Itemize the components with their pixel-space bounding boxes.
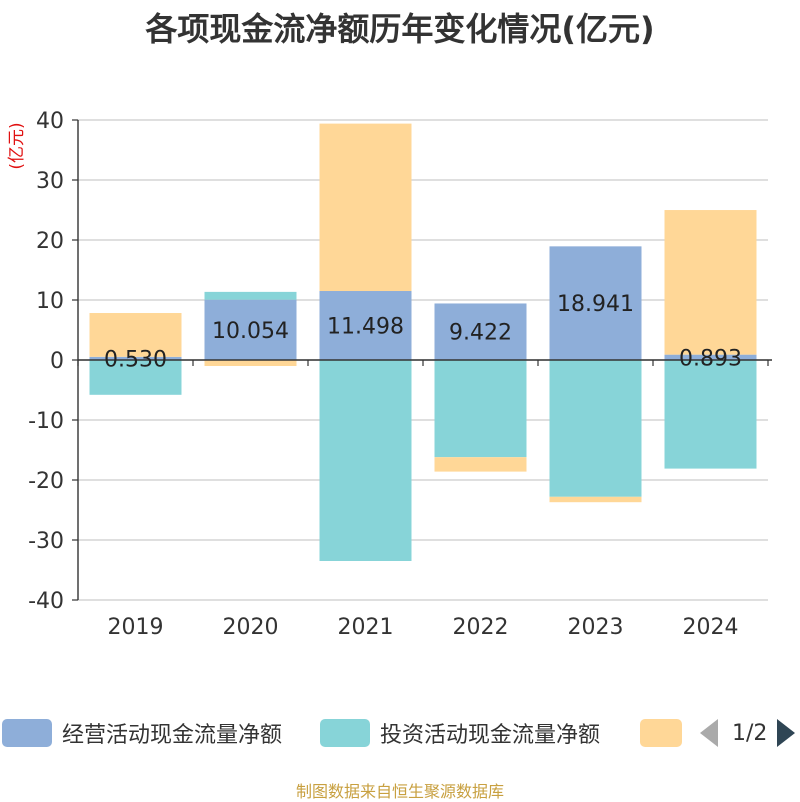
chart-title: 各项现金流净额历年变化情况(亿元) <box>145 10 655 48</box>
y-tick-label: 10 <box>36 289 64 314</box>
legend: 经营活动现金流量净额 投资活动现金流量净额 1/2 <box>0 712 800 756</box>
data-label: 0.893 <box>679 346 742 371</box>
y-tick-label: 40 <box>36 109 64 134</box>
bar-operating <box>204 299 297 360</box>
legend-swatch-investing <box>320 719 370 747</box>
bar-investing <box>89 360 182 395</box>
y-tick-label: -30 <box>28 529 64 554</box>
data-label: 0.530 <box>104 347 167 372</box>
x-tick-label: 2023 <box>568 615 624 640</box>
data-label: 11.498 <box>327 315 404 340</box>
legend-item-financing[interactable] <box>640 718 682 748</box>
bar-investing <box>319 360 412 561</box>
y-tick-label: 30 <box>36 169 64 194</box>
bar-operating <box>549 246 642 360</box>
x-tick-label: 2022 <box>453 615 509 640</box>
y-axis-label: (亿元) <box>7 122 27 169</box>
bar-layer <box>89 123 757 561</box>
data-label: 10.054 <box>212 319 289 344</box>
pager-prev-icon[interactable] <box>700 719 718 747</box>
bar-operating <box>434 303 527 360</box>
legend-swatch-financing <box>640 719 682 747</box>
source-note: 制图数据来自恒生聚源数据库 <box>295 782 504 801</box>
x-tick-label: 2020 <box>223 615 279 640</box>
grid-layer <box>78 119 768 601</box>
bar-financing <box>319 123 412 292</box>
axis-layer: 40 30 20 10 0 -10 -20 -30 -40 2019 2020 2021 2022 202… <box>28 109 772 640</box>
legend-label-investing: 投资活动现金流量净额 <box>380 723 601 748</box>
legend-item-operating[interactable]: 经营活动现金流量净额 <box>2 718 282 748</box>
legend-swatch-operating <box>2 719 52 747</box>
y-tick-label: -20 <box>28 469 64 494</box>
bar-investing <box>664 360 757 469</box>
label-layer: 0.530 10.054 11.498 9.422 18.941 0.893 <box>104 292 742 372</box>
bar-financing <box>204 360 297 366</box>
bar-operating <box>89 356 182 360</box>
bar-financing <box>89 313 182 357</box>
data-label: 18.941 <box>557 292 634 317</box>
data-label: 9.422 <box>449 321 512 346</box>
x-tick-label: 2021 <box>338 615 394 640</box>
bar-financing <box>664 210 757 355</box>
legend-label-operating: 经营活动现金流量净额 <box>62 723 283 748</box>
pager-text: 1/2 <box>732 720 768 746</box>
bar-investing <box>434 360 527 458</box>
bar-financing <box>549 496 642 503</box>
y-tick-label: -40 <box>28 589 64 614</box>
x-tick-label: 2024 <box>683 615 739 640</box>
legend-pager: 1/2 <box>700 716 796 750</box>
chart-svg: 40 30 20 10 0 -10 -20 -30 -40 2019 2020 2021 2022 202… <box>7 109 772 640</box>
y-tick-label: 0 <box>50 349 64 374</box>
bar-investing <box>204 291 297 300</box>
y-tick-label: 20 <box>36 229 64 254</box>
bar-operating <box>664 354 757 360</box>
legend-item-investing[interactable]: 投资活动现金流量净额 <box>320 718 600 748</box>
bar-investing <box>549 360 642 497</box>
y-tick-label: -10 <box>28 409 64 434</box>
bar-financing <box>434 457 527 472</box>
bar-operating <box>319 291 412 360</box>
x-tick-label: 2019 <box>108 615 164 640</box>
pager-next-icon[interactable] <box>777 719 796 747</box>
